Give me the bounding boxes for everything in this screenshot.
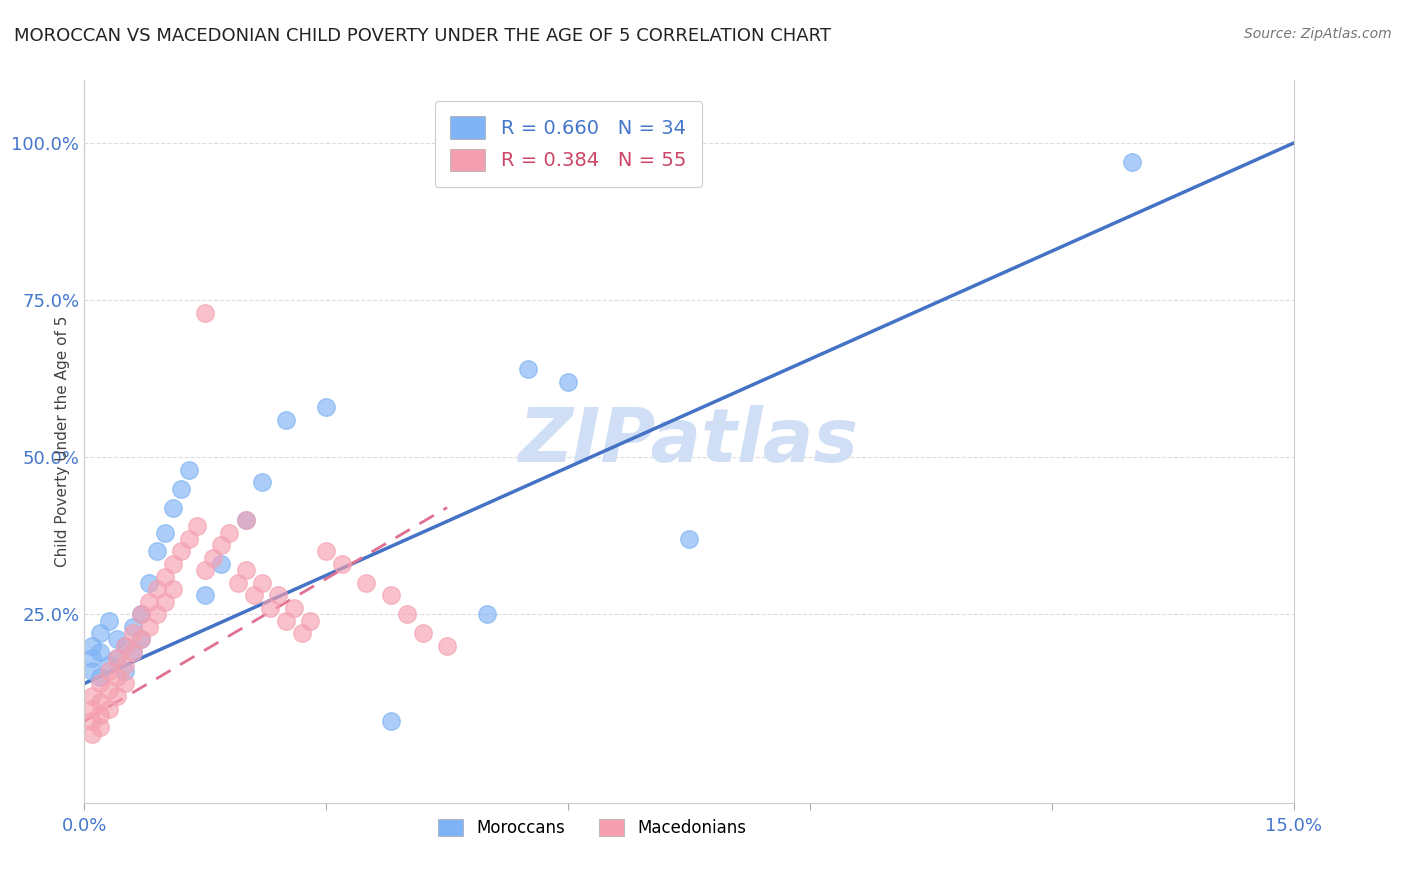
Point — [129, 632, 152, 647]
Point — [105, 670, 128, 684]
Point — [477, 607, 499, 622]
Point — [138, 620, 160, 634]
Point — [121, 645, 143, 659]
Point — [202, 550, 225, 565]
Point — [97, 664, 120, 678]
Point — [153, 595, 176, 609]
Point — [170, 482, 193, 496]
Point — [267, 589, 290, 603]
Point — [436, 639, 458, 653]
Point — [89, 645, 111, 659]
Point — [89, 707, 111, 722]
Point — [97, 701, 120, 715]
Point — [82, 701, 104, 715]
Point — [209, 538, 232, 552]
Point — [299, 614, 322, 628]
Point — [235, 513, 257, 527]
Point — [114, 676, 136, 690]
Point — [105, 689, 128, 703]
Point — [678, 532, 700, 546]
Point — [259, 601, 281, 615]
Point — [105, 632, 128, 647]
Point — [82, 689, 104, 703]
Point — [105, 651, 128, 665]
Point — [153, 525, 176, 540]
Point — [97, 682, 120, 697]
Point — [146, 544, 169, 558]
Point — [82, 727, 104, 741]
Point — [557, 375, 579, 389]
Point — [129, 607, 152, 622]
Point — [250, 575, 273, 590]
Text: MOROCCAN VS MACEDONIAN CHILD POVERTY UNDER THE AGE OF 5 CORRELATION CHART: MOROCCAN VS MACEDONIAN CHILD POVERTY UND… — [14, 27, 831, 45]
Point — [194, 589, 217, 603]
Point — [89, 676, 111, 690]
Point — [395, 607, 418, 622]
Point — [114, 639, 136, 653]
Point — [356, 575, 378, 590]
Point — [82, 714, 104, 728]
Point — [89, 670, 111, 684]
Point — [138, 595, 160, 609]
Point — [194, 563, 217, 577]
Point — [121, 620, 143, 634]
Point — [82, 664, 104, 678]
Point — [105, 651, 128, 665]
Point — [162, 557, 184, 571]
Point — [380, 589, 402, 603]
Point — [146, 607, 169, 622]
Point — [283, 601, 305, 615]
Point — [121, 626, 143, 640]
Point — [242, 589, 264, 603]
Point — [209, 557, 232, 571]
Point — [315, 544, 337, 558]
Point — [291, 626, 314, 640]
Point — [218, 525, 240, 540]
Point — [129, 632, 152, 647]
Point — [114, 664, 136, 678]
Point — [516, 362, 538, 376]
Point — [114, 639, 136, 653]
Point — [170, 544, 193, 558]
Point — [186, 519, 208, 533]
Point — [226, 575, 249, 590]
Point — [89, 720, 111, 734]
Point — [114, 657, 136, 672]
Point — [97, 657, 120, 672]
Point — [162, 582, 184, 597]
Point — [121, 645, 143, 659]
Point — [146, 582, 169, 597]
Point — [412, 626, 434, 640]
Legend: Moroccans, Macedonians: Moroccans, Macedonians — [430, 810, 755, 845]
Point — [274, 412, 297, 426]
Point — [138, 575, 160, 590]
Point — [179, 532, 201, 546]
Point — [179, 463, 201, 477]
Point — [89, 695, 111, 709]
Text: ZIPatlas: ZIPatlas — [519, 405, 859, 478]
Point — [97, 614, 120, 628]
Point — [315, 400, 337, 414]
Point — [82, 651, 104, 665]
Point — [82, 639, 104, 653]
Point — [380, 714, 402, 728]
Text: Source: ZipAtlas.com: Source: ZipAtlas.com — [1244, 27, 1392, 41]
Point — [1121, 155, 1143, 169]
Point — [250, 475, 273, 490]
Point — [194, 306, 217, 320]
Y-axis label: Child Poverty Under the Age of 5: Child Poverty Under the Age of 5 — [55, 316, 70, 567]
Point — [235, 563, 257, 577]
Point — [235, 513, 257, 527]
Point — [153, 569, 176, 583]
Point — [89, 626, 111, 640]
Point — [129, 607, 152, 622]
Point — [274, 614, 297, 628]
Point — [162, 500, 184, 515]
Point — [330, 557, 353, 571]
